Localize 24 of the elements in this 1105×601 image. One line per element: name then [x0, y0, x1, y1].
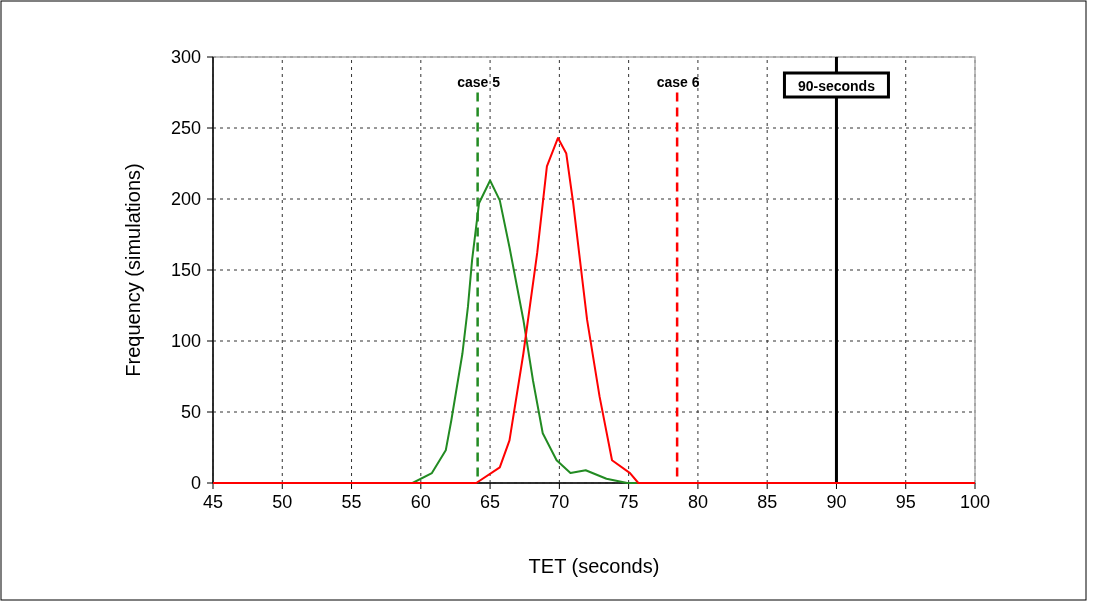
- ref-line-label: case 5: [457, 74, 501, 90]
- x-tick-label: 80: [687, 492, 708, 512]
- y-tick-label: 0: [190, 473, 201, 493]
- x-axis-title: TET (seconds): [528, 555, 660, 577]
- ref-line-label: case 6: [656, 74, 700, 90]
- x-tick-label: 100: [959, 492, 991, 512]
- ref-line-label: 90-seconds: [797, 78, 876, 94]
- x-tick-label: 70: [549, 492, 570, 512]
- x-tick-label: 75: [618, 492, 639, 512]
- y-tick-label: 50: [180, 402, 201, 422]
- x-tick-label: 45: [202, 492, 224, 512]
- y-tick-label: 250: [170, 118, 201, 138]
- y-tick-label: 300: [170, 47, 201, 67]
- y-tick-label: 150: [170, 260, 201, 280]
- x-tick-label: 55: [341, 492, 362, 512]
- x-tick-label: 60: [410, 492, 431, 512]
- x-tick-label: 65: [480, 492, 501, 512]
- y-tick-label: 100: [170, 331, 201, 351]
- y-axis-title: Frequency (simulations): [122, 163, 144, 377]
- x-tick-label: 90: [826, 492, 847, 512]
- x-tick-label: 50: [272, 492, 293, 512]
- y-tick-label: 200: [170, 189, 201, 209]
- x-tick-label: 85: [757, 492, 778, 512]
- x-tick-label: 95: [895, 492, 916, 512]
